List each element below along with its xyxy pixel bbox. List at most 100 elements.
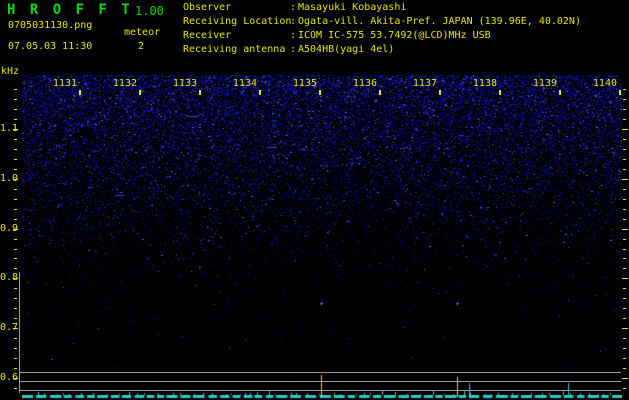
freq-axis-label: 1.1: [0, 123, 19, 134]
time-axis-label: 1139: [532, 78, 557, 89]
info-separator: :: [290, 30, 297, 41]
time-axis-tick: [499, 90, 501, 95]
freq-minor-tick-left: [14, 318, 17, 319]
freq-minor-tick-right: [623, 348, 626, 349]
meteor-count: 2: [138, 41, 145, 52]
freq-minor-tick-right: [623, 318, 626, 319]
freq-major-tick-left: [13, 129, 18, 130]
freq-minor-tick-right: [623, 189, 626, 190]
freq-minor-tick-left: [14, 219, 17, 220]
freq-major-tick-right: [622, 328, 628, 329]
freq-minor-tick-right: [623, 368, 626, 369]
freq-minor-tick-left: [14, 99, 17, 100]
info-separator: :: [290, 44, 297, 55]
info-label: Receiving antenna: [183, 44, 286, 55]
info-value: Masayuki Kobayashi: [298, 2, 407, 13]
freq-minor-tick-left: [14, 209, 17, 210]
level-gridline: [19, 372, 621, 373]
freq-axis-label: 0.9: [0, 223, 19, 234]
time-axis-tick: [259, 90, 261, 95]
freq-minor-tick-left: [14, 109, 17, 110]
info-value: ICOM IC-575 53.7492(@LCD)MHz USB: [298, 30, 491, 41]
freq-minor-tick-right: [623, 358, 626, 359]
time-axis-tick: [139, 90, 141, 95]
freq-major-tick-left: [13, 378, 18, 379]
spectrogram-canvas: [22, 75, 622, 400]
freq-minor-tick-left: [14, 288, 17, 289]
time-axis-tick: [79, 90, 81, 95]
freq-minor-tick-right: [623, 89, 626, 90]
time-axis-tick: [319, 90, 321, 95]
freq-minor-tick-right: [623, 99, 626, 100]
freq-major-tick-right: [622, 378, 628, 379]
freq-minor-tick-right: [623, 209, 626, 210]
freq-major-tick-right: [622, 129, 628, 130]
freq-minor-tick-right: [623, 258, 626, 259]
freq-minor-tick-right: [623, 268, 626, 269]
freq-minor-tick-right: [623, 338, 626, 339]
output-filename: 0705031130.png: [8, 20, 93, 31]
freq-minor-tick-left: [14, 249, 17, 250]
freq-axis-label: 0.8: [0, 272, 19, 283]
freq-major-tick-right: [622, 278, 628, 279]
time-axis-tick: [379, 90, 381, 95]
time-axis-tick: [199, 90, 201, 95]
freq-minor-tick-left: [14, 239, 17, 240]
observation-datetime: 07.05.03 11:30: [8, 41, 93, 52]
freq-minor-tick-left: [14, 149, 17, 150]
station-info-row: Observer: Masayuki Kobayashi: [0, 2, 629, 16]
level-axis-line: [19, 272, 20, 393]
freq-minor-tick-left: [14, 89, 17, 90]
freq-major-tick-left: [13, 328, 18, 329]
freq-minor-tick-right: [623, 239, 626, 240]
freq-major-tick-right: [622, 179, 628, 180]
freq-major-tick-left: [13, 179, 18, 180]
freq-minor-tick-right: [623, 219, 626, 220]
info-label: Receiving Location: [183, 16, 292, 27]
freq-minor-tick-left: [14, 368, 17, 369]
level-gridline: [19, 390, 621, 391]
freq-minor-tick-right: [623, 149, 626, 150]
freq-minor-tick-left: [14, 388, 17, 389]
time-axis-label: 1134: [232, 78, 257, 89]
freq-minor-tick-right: [623, 139, 626, 140]
freq-minor-tick-left: [14, 189, 17, 190]
freq-minor-tick-right: [623, 249, 626, 250]
freq-minor-tick-left: [14, 268, 17, 269]
freq-axis-unit-label: kHz: [1, 66, 20, 77]
mode-label: meteor: [124, 27, 161, 38]
freq-minor-tick-right: [623, 109, 626, 110]
time-axis-tick: [559, 90, 561, 95]
time-axis-label: 1137: [412, 78, 437, 89]
time-axis-label: 1140: [592, 78, 617, 89]
freq-minor-tick-left: [14, 358, 17, 359]
station-info-row: Receiving Location: Ogata-vill. Akita-Pre…: [0, 16, 629, 30]
freq-axis-label: 1.0: [0, 173, 19, 184]
time-axis-label: 1138: [472, 78, 497, 89]
freq-minor-tick-right: [623, 308, 626, 309]
freq-minor-tick-left: [14, 199, 17, 200]
freq-minor-tick-left: [14, 119, 17, 120]
app-title: H R O F F T: [7, 2, 133, 18]
time-axis-label: 1135: [292, 78, 317, 89]
time-axis-label: 1136: [352, 78, 377, 89]
station-info-row: Receiver: ICOM IC-575 53.7492(@LCD)MHz US…: [0, 30, 629, 44]
freq-minor-tick-right: [623, 199, 626, 200]
time-axis-label: 1132: [112, 78, 137, 89]
app-version: 1.00: [135, 4, 164, 18]
freq-minor-tick-left: [14, 338, 17, 339]
freq-minor-tick-left: [14, 308, 17, 309]
level-gridline: [19, 381, 621, 382]
freq-minor-tick-right: [623, 388, 626, 389]
freq-minor-tick-right: [623, 298, 626, 299]
freq-major-tick-right: [622, 229, 628, 230]
time-axis-tick: [619, 90, 621, 95]
info-separator: :: [290, 16, 297, 27]
freq-axis-label: 0.6: [0, 372, 19, 383]
time-axis-label: 1131: [52, 78, 77, 89]
info-separator: :: [290, 2, 297, 13]
freq-minor-tick-right: [623, 119, 626, 120]
time-axis-tick: [439, 90, 441, 95]
